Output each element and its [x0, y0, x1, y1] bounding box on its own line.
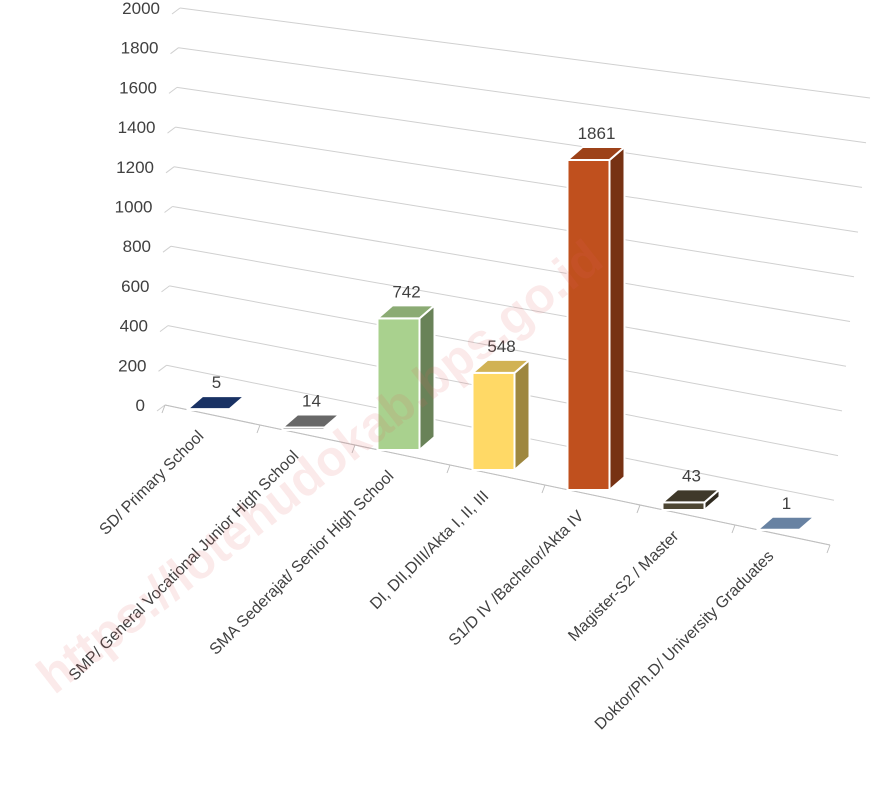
bar-side [515, 360, 530, 470]
gridline-side [172, 8, 180, 14]
bar-front [473, 373, 515, 470]
y-tick-label: 0 [136, 396, 145, 415]
category-tick [257, 425, 260, 433]
x-tick-label: DI, DII,DIII/Akta I, II, III [367, 488, 492, 613]
y-tick-label: 600 [121, 277, 149, 296]
data-label: 1861 [578, 124, 616, 143]
y-tick-label: 1000 [115, 198, 153, 217]
bar-side [610, 147, 625, 490]
y-tick-label: 400 [120, 317, 148, 336]
data-label: 1 [782, 494, 791, 513]
gridline-side [169, 87, 177, 93]
y-tick-label: 200 [118, 356, 146, 375]
bar [188, 396, 245, 410]
bar [758, 517, 815, 530]
category-tick [447, 465, 450, 473]
y-tick-label: 1200 [116, 158, 154, 177]
data-label: 14 [302, 392, 321, 411]
data-label: 43 [682, 466, 701, 485]
y-tick-label: 1800 [121, 39, 159, 58]
x-tick-label: S1/D IV /Bachelor/Akta IV [446, 508, 588, 650]
category-tick [637, 505, 640, 513]
gridline [180, 8, 870, 98]
gridline-side [166, 167, 174, 173]
bar [473, 360, 530, 470]
y-tick-label: 800 [123, 237, 151, 256]
x-tick-label: Doktor/Ph.D/ University Graduates [592, 548, 778, 734]
data-label: 742 [392, 282, 420, 301]
gridline-side [168, 127, 176, 133]
bar [568, 147, 625, 490]
gridline-side [159, 365, 167, 371]
data-label: 5 [212, 373, 221, 392]
gridline-side [171, 48, 179, 54]
y-axis-ticks: 0 200 400 600 800 1000 1200 1400 1600 1800 2000 [115, 0, 160, 415]
x-tick-label: Magister-S2 / Master [565, 527, 682, 644]
x-tick-label: SD/ Primary School [97, 428, 208, 539]
gridline-side [162, 286, 170, 292]
bar-front [663, 502, 705, 510]
bar [663, 489, 720, 510]
gridline-side [160, 326, 168, 332]
gridline [179, 48, 867, 143]
bar-top [188, 396, 245, 409]
bar-front [568, 160, 610, 490]
y-tick-label: 2000 [122, 0, 160, 18]
watermark: https://lotehudokab.bps.go.id [27, 229, 613, 704]
category-tick [827, 545, 830, 553]
gridline-side [163, 246, 171, 252]
gridline [174, 167, 854, 277]
y-tick-label: 1600 [119, 78, 157, 97]
category-tick [542, 485, 545, 493]
gridline-side [165, 207, 173, 213]
bar-top [758, 517, 815, 530]
watermark-layer: https://lotehudokab.bps.go.id [27, 229, 613, 704]
y-tick-label: 1400 [118, 118, 156, 137]
gridline [176, 127, 859, 232]
category-tick [732, 525, 735, 533]
gridline [177, 87, 862, 187]
